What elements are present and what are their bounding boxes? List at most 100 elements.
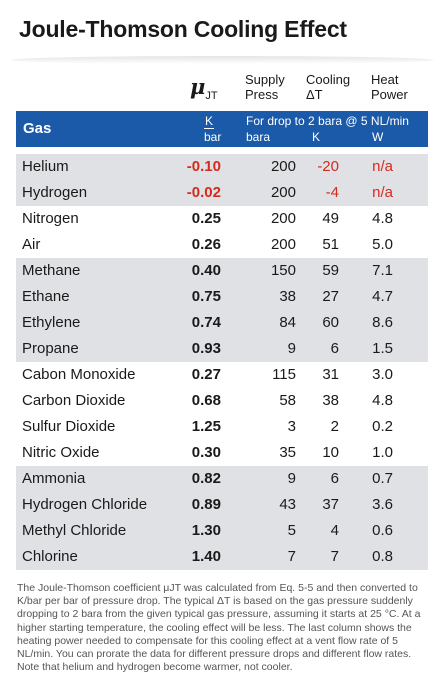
gas-name-cell: Hydrogen (22, 184, 88, 201)
cooling-cell: 6 (330, 340, 339, 357)
title-shadow (10, 56, 434, 64)
table-row: Nitric Oxide 0.30 35 10 1.0 (16, 440, 428, 466)
cooling-cell: 38 (322, 392, 339, 409)
gas-name-cell: Ammonia (22, 470, 86, 487)
page-title: Joule-Thomson Cooling Effect (19, 16, 347, 42)
supply-press-cell: 200 (270, 236, 296, 253)
mu-value-cell: 0.27 (191, 366, 221, 383)
mu-jt-header: μJT (190, 74, 218, 102)
gas-name-cell: Chlorine (22, 548, 78, 565)
gas-table: Helium -0.10 200 -20 n/a Hydrogen -0.02 200 -4 n/… (16, 154, 428, 570)
mu-value-cell: 1.40 (191, 548, 221, 565)
cooling-cell: 6 (330, 470, 339, 487)
gas-name-cell: Carbon Dioxide (22, 392, 126, 409)
supply-press-cell: 150 (270, 262, 296, 279)
heat-header-line2: Power (371, 87, 408, 102)
heat-power-cell: 0.6 (372, 522, 393, 539)
supply-press-cell: 200 (270, 210, 296, 227)
mu-value-cell: 0.89 (191, 496, 221, 513)
supply-press-cell: 115 (272, 366, 296, 383)
cooling-cell: -4 (325, 184, 339, 201)
supply-press-cell: 200 (270, 158, 296, 175)
heat-power-cell: n/a (372, 158, 393, 175)
mu-value-cell: -0.02 (186, 184, 221, 201)
heat-power-cell: 5.0 (372, 236, 393, 253)
mu-value-cell: 1.30 (191, 522, 221, 539)
table-row: Nitrogen 0.25 200 49 4.8 (16, 206, 428, 232)
supply-press-cell: 43 (279, 496, 296, 513)
gas-name-cell: Methane (22, 262, 81, 279)
heat-power-cell: 4.8 (372, 210, 393, 227)
heat-header-line1: Heat (371, 72, 399, 87)
cooling-cell: 2 (330, 418, 339, 435)
cooling-cell: 37 (322, 496, 339, 513)
supply-header-line1: Supply (245, 72, 285, 87)
mu-value-cell: -0.10 (186, 158, 221, 175)
unit-cool-k: K (312, 130, 321, 144)
table-row: Methane 0.40 150 59 7.1 (16, 258, 428, 284)
heat-power-cell: 4.7 (372, 288, 393, 305)
supply-press-header: Supply Press (245, 72, 285, 102)
heat-power-cell: 1.5 (372, 340, 393, 357)
mu-value-cell: 0.40 (191, 262, 221, 279)
mu-value-cell: 0.82 (191, 470, 221, 487)
header-bar: Gas K bar For drop to 2 bara @ 5 NL/min … (16, 111, 428, 147)
heat-power-cell: 4.8 (372, 392, 393, 409)
table-row: Cabon Monoxide 0.27 115 31 3.0 (16, 362, 428, 388)
supply-press-cell: 200 (270, 184, 296, 201)
mu-value-cell: 0.74 (191, 314, 221, 331)
table-row: Hydrogen Chloride 0.89 43 37 3.6 (16, 492, 428, 518)
gas-name-cell: Air (22, 236, 41, 253)
supply-press-cell: 3 (287, 418, 296, 435)
table-row: Air 0.26 200 51 5.0 (16, 232, 428, 258)
mu-value-cell: 0.93 (191, 340, 221, 357)
mu-value-cell: 0.25 (191, 210, 221, 227)
mu-value-cell: 0.75 (191, 288, 221, 305)
table-row: Ammonia 0.82 9 6 0.7 (16, 466, 428, 492)
supply-press-cell: 9 (287, 470, 296, 487)
table-row: Ethane 0.75 38 27 4.7 (16, 284, 428, 310)
table-row: Ethylene 0.74 84 60 8.6 (16, 310, 428, 336)
table-row: Propane 0.93 9 6 1.5 (16, 336, 428, 362)
unit-bara: bara (246, 130, 271, 144)
footnote: The Joule-Thomson coefficient μJT was ca… (17, 582, 421, 674)
mu-subscript: JT (205, 90, 218, 103)
cooling-cell: 51 (322, 236, 339, 253)
cooling-cell: 27 (322, 288, 339, 305)
mu-value-cell: 0.68 (191, 392, 221, 409)
heat-power-cell: 8.6 (372, 314, 393, 331)
gas-name-cell: Ethane (22, 288, 70, 305)
cooling-cell: 7 (330, 548, 339, 565)
heat-power-header: Heat Power (371, 72, 408, 102)
unit-bar: bar (204, 130, 222, 144)
conditions-note: For drop to 2 bara @ 5 NL/min (246, 114, 409, 128)
heat-power-cell: 3.6 (372, 496, 393, 513)
table-row: Carbon Dioxide 0.68 58 38 4.8 (16, 388, 428, 414)
mu-value-cell: 0.30 (191, 444, 221, 461)
cooling-header-line2: ΔT (306, 87, 323, 102)
heat-power-cell: 0.2 (372, 418, 393, 435)
heat-power-cell: 0.8 (372, 548, 393, 565)
cooling-cell: 49 (322, 210, 339, 227)
table-row: Sulfur Dioxide 1.25 3 2 0.2 (16, 414, 428, 440)
gas-name-cell: Helium (22, 158, 69, 175)
mu-symbol: μ (190, 74, 206, 99)
supply-press-cell: 7 (287, 548, 296, 565)
cooling-cell: 60 (322, 314, 339, 331)
heat-power-cell: 1.0 (372, 444, 393, 461)
heat-power-cell: 3.0 (372, 366, 393, 383)
cooling-header-line1: Cooling (306, 72, 351, 87)
heat-power-cell: 0.7 (372, 470, 393, 487)
gas-name-cell: Nitrogen (22, 210, 79, 227)
gas-name-cell: Sulfur Dioxide (22, 418, 116, 435)
supply-press-cell: 58 (279, 392, 296, 409)
gas-name-cell: Cabon Monoxide (22, 366, 136, 383)
supply-press-cell: 38 (279, 288, 296, 305)
gas-name-cell: Nitric Oxide (22, 444, 100, 461)
supply-press-cell: 84 (279, 314, 296, 331)
cooling-cell: 31 (322, 366, 339, 383)
gas-column-label: Gas (23, 120, 52, 137)
heat-power-cell: n/a (372, 184, 393, 201)
mu-value-cell: 1.25 (191, 418, 221, 435)
cooling-cell: 4 (330, 522, 339, 539)
